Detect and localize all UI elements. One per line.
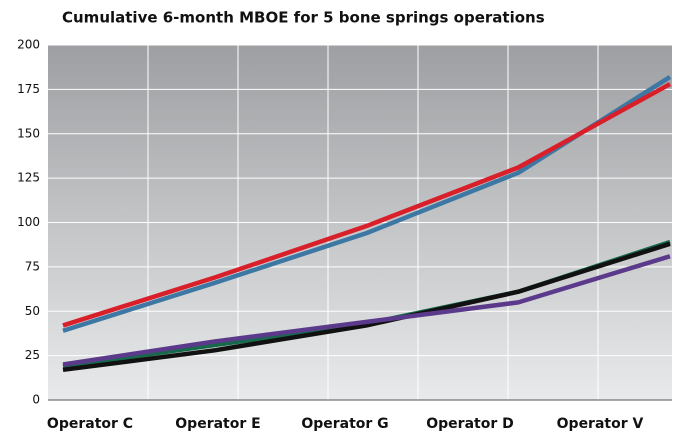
x-tick-label: Operator C — [47, 416, 133, 432]
y-tick-label: 0 — [32, 393, 40, 407]
series-line — [62, 82, 672, 328]
y-tick-label: 125 — [17, 171, 40, 185]
x-tick-label: Operator D — [426, 416, 513, 432]
y-tick-label: 100 — [17, 215, 40, 229]
series-line — [62, 254, 671, 367]
y-tick-label: 75 — [25, 259, 40, 273]
series-line — [62, 241, 671, 373]
x-tick-label: Operator V — [557, 416, 644, 432]
chart-title: Cumulative 6-month MBOE for 5 bone sprin… — [62, 9, 545, 27]
y-tick-label: 175 — [17, 82, 40, 96]
y-tick-label: 50 — [25, 304, 40, 318]
y-tick-label: 200 — [17, 38, 40, 52]
y-tick-label: 25 — [25, 348, 40, 362]
x-tick-label: Operator E — [175, 416, 260, 432]
y-tick-label: 150 — [17, 126, 40, 140]
x-tick-label: Operator G — [301, 416, 388, 432]
